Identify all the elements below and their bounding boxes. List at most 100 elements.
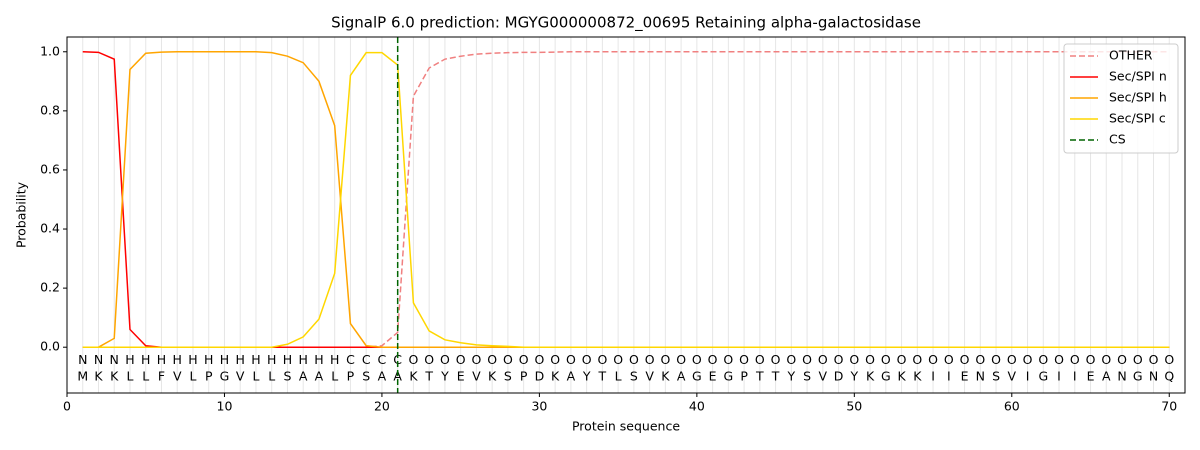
residue-letter: Y bbox=[850, 368, 859, 383]
region-label: O bbox=[818, 352, 828, 367]
residue-letter: K bbox=[866, 368, 875, 383]
region-label: O bbox=[975, 352, 985, 367]
region-label: O bbox=[708, 352, 718, 367]
region-label: H bbox=[330, 352, 339, 367]
residue-letter: P bbox=[740, 368, 748, 383]
x-axis-label: Protein sequence bbox=[572, 419, 680, 434]
residue-letter: P bbox=[205, 368, 213, 383]
region-label: O bbox=[881, 352, 891, 367]
legend-label: Sec/SPI c bbox=[1109, 111, 1166, 126]
region-label: H bbox=[283, 352, 292, 367]
region-label: O bbox=[1149, 352, 1159, 367]
residue-letter: T bbox=[771, 368, 780, 383]
region-label: O bbox=[1038, 352, 1048, 367]
residue-letter: T bbox=[424, 368, 433, 383]
residue-letter: V bbox=[645, 368, 654, 383]
residue-letter: L bbox=[268, 368, 275, 383]
residue-letter: D bbox=[834, 368, 844, 383]
residue-letter: K bbox=[897, 368, 906, 383]
residue-letter: A bbox=[1102, 368, 1111, 383]
region-label: H bbox=[157, 352, 166, 367]
residue-letter: G bbox=[881, 368, 891, 383]
region-label: O bbox=[1164, 352, 1174, 367]
residue-letter: G bbox=[1038, 368, 1048, 383]
region-label: O bbox=[1007, 352, 1017, 367]
x-tick-label: 70 bbox=[1161, 399, 1177, 414]
region-label: N bbox=[94, 352, 103, 367]
region-label: O bbox=[503, 352, 513, 367]
region-label: O bbox=[1086, 352, 1096, 367]
region-label: O bbox=[692, 352, 702, 367]
residue-letter: S bbox=[362, 368, 370, 383]
region-label: H bbox=[298, 352, 307, 367]
residue-letter: S bbox=[504, 368, 512, 383]
region-label: O bbox=[550, 352, 560, 367]
region-label: N bbox=[110, 352, 119, 367]
legend-label: Sec/SPI n bbox=[1109, 69, 1167, 84]
residue-letter: V bbox=[819, 368, 828, 383]
region-label: C bbox=[378, 352, 387, 367]
residue-letter: I bbox=[1057, 368, 1061, 383]
residue-letter: Y bbox=[787, 368, 796, 383]
region-label: O bbox=[1070, 352, 1080, 367]
legend-label: Sec/SPI h bbox=[1109, 90, 1167, 105]
legend-label: CS bbox=[1109, 132, 1126, 147]
region-label: O bbox=[1133, 352, 1143, 367]
legend-label: OTHER bbox=[1109, 48, 1153, 63]
residue-letter: N bbox=[1149, 368, 1158, 383]
region-label: O bbox=[566, 352, 576, 367]
residue-letter: N bbox=[1117, 368, 1126, 383]
region-label: O bbox=[928, 352, 938, 367]
region-label: O bbox=[739, 352, 749, 367]
plot-frame bbox=[66, 36, 1186, 394]
residue-letter: P bbox=[520, 368, 528, 383]
residue-letter: L bbox=[252, 368, 259, 383]
region-label: O bbox=[849, 352, 859, 367]
region-label: O bbox=[629, 352, 639, 367]
region-label: O bbox=[645, 352, 655, 367]
residue-letter: V bbox=[472, 368, 481, 383]
residue-letter: I bbox=[1073, 368, 1077, 383]
x-tick-label: 0 bbox=[63, 399, 71, 414]
residue-letter: E bbox=[709, 368, 717, 383]
region-label: H bbox=[220, 352, 229, 367]
region-label: O bbox=[755, 352, 765, 367]
residue-letter: A bbox=[677, 368, 686, 383]
region-label: O bbox=[409, 352, 419, 367]
series-line bbox=[82, 51, 1170, 348]
region-label: H bbox=[141, 352, 150, 367]
region-label: H bbox=[314, 352, 323, 367]
residue-letter: K bbox=[488, 368, 497, 383]
chart-title: SignalP 6.0 prediction: MGYG000000872_00… bbox=[331, 14, 921, 33]
region-label: O bbox=[519, 352, 529, 367]
region-label: C bbox=[393, 352, 402, 367]
region-label: O bbox=[960, 352, 970, 367]
region-label: O bbox=[865, 352, 875, 367]
residue-letter: A bbox=[315, 368, 324, 383]
region-label: O bbox=[1117, 352, 1127, 367]
residue-letter: V bbox=[236, 368, 245, 383]
residue-letter: N bbox=[976, 368, 985, 383]
residue-letter: P bbox=[347, 368, 355, 383]
residue-letter: K bbox=[661, 368, 670, 383]
region-label: O bbox=[786, 352, 796, 367]
region-label: H bbox=[267, 352, 276, 367]
residue-letter: S bbox=[803, 368, 811, 383]
residue-letter: K bbox=[551, 368, 560, 383]
y-tick-label: 0.4 bbox=[40, 221, 60, 236]
residue-letter: T bbox=[598, 368, 607, 383]
region-label: O bbox=[597, 352, 607, 367]
legend: OTHER Sec/SPI n Sec/SPI h Sec/SPI c CS bbox=[1063, 43, 1179, 154]
residue-letter: L bbox=[331, 368, 338, 383]
region-label: O bbox=[897, 352, 907, 367]
y-tick-label: 0.8 bbox=[40, 102, 60, 117]
residue-letter: K bbox=[409, 368, 418, 383]
residue-letter: D bbox=[535, 368, 545, 383]
residue-letter: A bbox=[299, 368, 308, 383]
residue-letter: A bbox=[378, 368, 387, 383]
region-label: O bbox=[534, 352, 544, 367]
region-label: O bbox=[456, 352, 466, 367]
x-tick-label: 30 bbox=[531, 399, 547, 414]
region-label: H bbox=[125, 352, 134, 367]
